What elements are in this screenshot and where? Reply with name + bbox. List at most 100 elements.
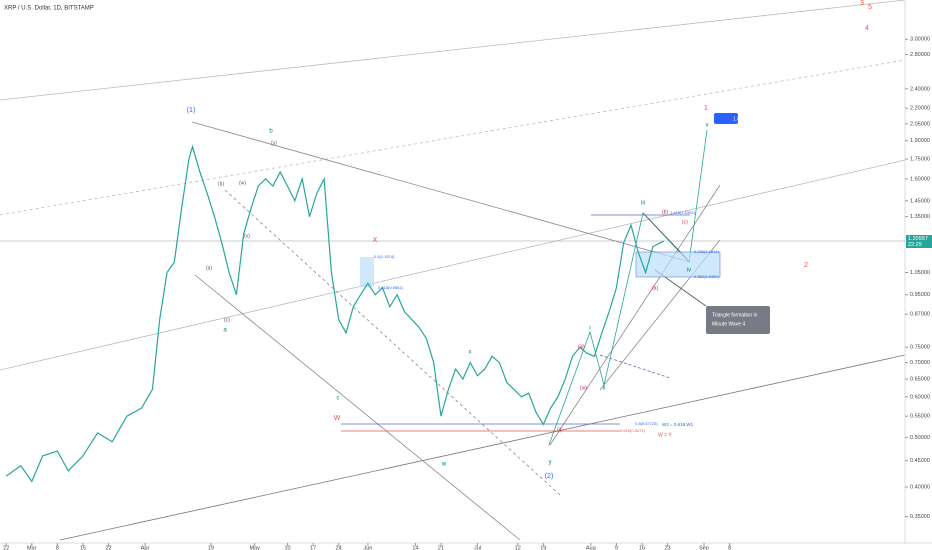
y-tick-label: 1.05000 bbox=[910, 270, 930, 276]
y-tick-label: 2.80000 bbox=[910, 52, 930, 58]
annotation: (iii) bbox=[578, 344, 585, 350]
annotation: iv bbox=[687, 268, 691, 274]
annotation: 3 bbox=[860, 0, 864, 7]
trend-line bbox=[549, 184, 721, 446]
annotation: a bbox=[223, 328, 227, 334]
annotation: iii bbox=[641, 201, 645, 207]
channel-line bbox=[59, 354, 906, 541]
price-line bbox=[5, 144, 665, 483]
annotation: w bbox=[441, 462, 447, 468]
x-tick-label: 24 bbox=[336, 545, 342, 550]
x-tick-label: Aug bbox=[586, 545, 596, 550]
y-tick-label: 0.87000 bbox=[910, 312, 930, 318]
x-tick-label: May bbox=[249, 545, 260, 550]
x-tick-label: 22 bbox=[105, 545, 111, 550]
x-tick-label: 8 bbox=[728, 545, 731, 550]
y-tick-label: 0.50000 bbox=[910, 435, 930, 441]
annotation: 0.618(0.9681) bbox=[378, 285, 404, 290]
x-tick-label: 19 bbox=[208, 545, 214, 550]
x-tick-label: 17 bbox=[310, 545, 316, 550]
annotation: (c) bbox=[682, 219, 688, 225]
target-label: 1.88488 bbox=[733, 116, 751, 122]
annotation: (w) bbox=[239, 180, 246, 186]
callout-box bbox=[706, 306, 770, 334]
countdown: 22:29 bbox=[908, 242, 922, 248]
annotation: 2 bbox=[804, 262, 808, 269]
x-tick-label: Mar bbox=[27, 545, 37, 550]
x-tick-label: Jul bbox=[474, 545, 481, 550]
price-box bbox=[906, 235, 932, 249]
x-tick-label: 23 bbox=[664, 545, 670, 550]
annotation: (i) bbox=[557, 427, 562, 433]
annotation: 0.5(0.57723) bbox=[635, 421, 658, 426]
channel-line bbox=[0, 0, 906, 101]
annotation: W bbox=[334, 415, 341, 422]
y-tick-label: 3.00000 bbox=[910, 37, 930, 43]
x-tick-label: 8 bbox=[56, 545, 59, 550]
annotation: W = Y bbox=[658, 432, 672, 438]
y-tick-label: 0.60000 bbox=[910, 394, 930, 400]
annotation: (b) bbox=[218, 181, 224, 187]
annotation: Minute Wave 4 bbox=[712, 321, 745, 327]
annotation: (x) bbox=[244, 233, 250, 239]
annotation: v bbox=[706, 123, 709, 129]
y-tick-label: 0.45000 bbox=[910, 458, 930, 464]
annotation: 0.5(1.1574) bbox=[374, 254, 395, 259]
x-tick-label: Apr bbox=[141, 545, 150, 550]
annotation: (a) bbox=[206, 265, 212, 271]
annotation: 4 bbox=[865, 25, 869, 32]
channel-line bbox=[0, 159, 906, 371]
y-tick-label: 2.05000 bbox=[910, 121, 930, 127]
annotation: (2) bbox=[545, 473, 554, 480]
fib-zone bbox=[360, 257, 374, 287]
y-tick-label: 1.35000 bbox=[910, 214, 930, 220]
x-tick-label: 15 bbox=[80, 545, 86, 550]
x-tick-label: 19 bbox=[540, 545, 546, 550]
y-tick-label: 1.45000 bbox=[910, 198, 930, 204]
annotation: W2 = 0.618 W1 bbox=[662, 422, 694, 427]
trend-line bbox=[599, 354, 671, 379]
y-tick-label: 2.40000 bbox=[910, 86, 930, 92]
x-tick-label: 9 bbox=[615, 545, 618, 550]
annotation: 5 bbox=[868, 4, 872, 11]
annotation: 0.618(0.5471) bbox=[620, 428, 646, 433]
y-tick-label: 0.95000 bbox=[910, 292, 930, 298]
x-tick-label: Jun bbox=[363, 545, 372, 550]
target-box bbox=[714, 113, 738, 124]
trend-line bbox=[191, 121, 691, 263]
trend-line bbox=[194, 274, 521, 541]
annotation: 0.236(1.1514) bbox=[694, 249, 720, 254]
annotation: (y) bbox=[271, 140, 277, 146]
y-tick-label: 0.75000 bbox=[910, 345, 930, 351]
annotation: 0.382(1.0450) bbox=[694, 274, 720, 279]
x-tick-label: Sep bbox=[699, 545, 709, 550]
annotation: 1.618(1.3392) bbox=[670, 210, 696, 215]
y-tick-label: 0.70000 bbox=[910, 360, 930, 366]
annotation: y bbox=[549, 460, 552, 466]
y-tick-label: 0.65000 bbox=[910, 377, 930, 383]
x-tick-label: 22 bbox=[3, 545, 9, 550]
chart-title: XRP / U.S. Dollar, 1D, BITSTAMP bbox=[4, 6, 94, 12]
annotation: X bbox=[373, 237, 378, 244]
y-tick-label: 1.75000 bbox=[910, 156, 930, 162]
annotation: b bbox=[269, 129, 273, 135]
x-tick-label: 21 bbox=[438, 545, 444, 550]
annotation: (iv) bbox=[580, 385, 587, 391]
annotation: x bbox=[469, 350, 472, 356]
x-tick-label: 12 bbox=[515, 545, 521, 550]
y-tick-label: 1.90000 bbox=[910, 138, 930, 144]
y-tick-label: 1.60000 bbox=[910, 176, 930, 182]
annotation: Triangle formation in bbox=[712, 312, 758, 318]
y-tick-label: 0.55000 bbox=[910, 414, 930, 420]
annotation: ii bbox=[603, 386, 606, 392]
annotation: (c) bbox=[224, 317, 230, 323]
current-price-label: 1.20997 bbox=[908, 236, 928, 242]
annotation: i bbox=[589, 326, 590, 332]
y-tick-label: 0.40000 bbox=[910, 484, 930, 490]
annotation: (a) bbox=[652, 285, 658, 291]
annotation: (b) bbox=[662, 209, 668, 215]
annotation: c bbox=[337, 396, 340, 402]
x-tick-label: 14 bbox=[412, 545, 418, 550]
